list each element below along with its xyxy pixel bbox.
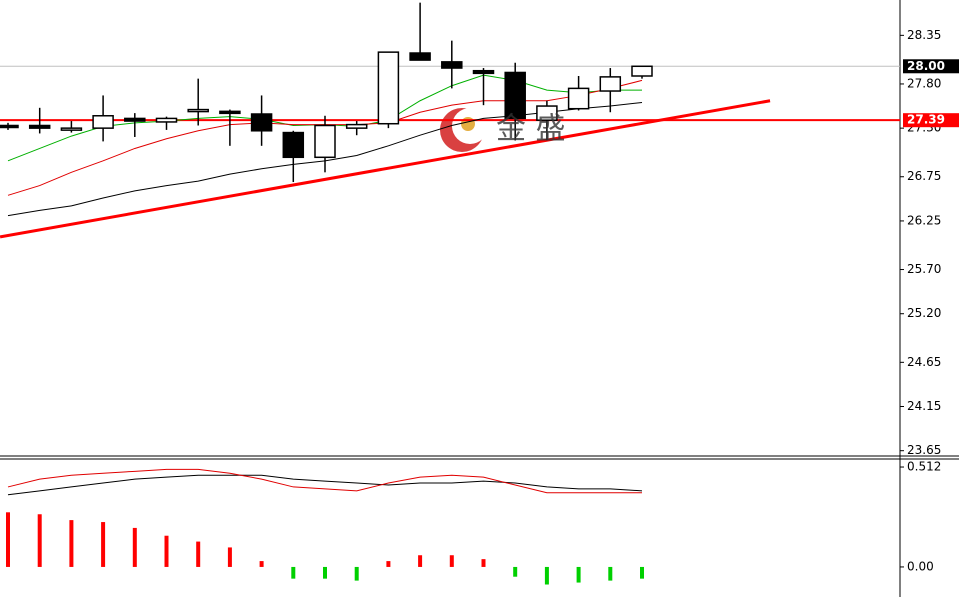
y-tick-label: 0.512 <box>907 460 941 474</box>
candle-body <box>504 71 526 120</box>
histogram-bar <box>386 561 391 567</box>
candle-body <box>409 52 431 61</box>
y-tick-label: 25.70 <box>907 262 941 276</box>
candle-body <box>472 69 495 75</box>
histogram-bar <box>6 512 10 567</box>
y-tick-label: 26.25 <box>907 213 941 227</box>
histogram-bar <box>259 561 264 567</box>
histogram-bar <box>196 541 201 567</box>
histogram-bar <box>544 566 549 585</box>
histogram-bar <box>132 527 137 567</box>
candle-body <box>345 123 368 129</box>
macd-line <box>7 474 643 496</box>
candle-body <box>155 117 178 123</box>
trend-line <box>0 99 771 239</box>
histogram-bar <box>449 555 454 567</box>
histogram-bar <box>37 514 42 567</box>
histogram-bar <box>576 566 581 583</box>
y-tick-label: 26.75 <box>907 169 941 183</box>
y-tick-label: 25.20 <box>907 306 941 320</box>
candle-body <box>219 110 241 115</box>
histogram-bar <box>608 566 613 581</box>
candle-body <box>92 115 114 129</box>
logo-dot <box>461 117 475 131</box>
price-tag-label: 27.39 <box>907 113 945 127</box>
candle-body <box>187 108 209 113</box>
histogram-bar <box>418 555 423 567</box>
watermark: 金 盛 <box>496 112 566 147</box>
histogram-bar <box>101 522 106 567</box>
histogram-bar <box>291 566 296 579</box>
histogram-bar <box>481 559 486 567</box>
candle-body <box>599 76 622 92</box>
price-tag-label: 28.00 <box>907 59 945 73</box>
histogram-bar <box>323 566 327 579</box>
y-tick-label: 27.80 <box>907 76 941 90</box>
y-tick-label: 24.15 <box>907 399 941 413</box>
histogram-bar <box>164 535 169 567</box>
candle-body <box>124 117 146 122</box>
y-tick-label: 28.35 <box>907 28 941 42</box>
candle-body <box>250 113 273 132</box>
y-tick-label: 23.65 <box>907 443 941 457</box>
histogram-bar <box>640 566 644 579</box>
candle-body <box>28 124 51 129</box>
histogram-bar <box>513 566 518 577</box>
histogram-bar <box>354 566 359 581</box>
histogram-bar <box>69 520 74 567</box>
candle-body <box>567 87 590 110</box>
price-tag <box>903 59 959 74</box>
y-tick-label: 0.00 <box>907 559 934 573</box>
macd-line <box>7 468 642 494</box>
candle-body <box>377 51 400 125</box>
histogram-bar <box>227 547 232 567</box>
watermark-logo <box>440 108 488 152</box>
candle-body <box>60 127 83 131</box>
price-tag <box>903 113 959 128</box>
candle-body <box>314 124 336 159</box>
candle-body <box>282 131 305 159</box>
y-tick-label: 24.65 <box>907 355 941 369</box>
candle-body <box>631 65 653 77</box>
candle-body <box>536 105 558 121</box>
candle-body <box>441 61 463 69</box>
candle-body <box>0 124 19 129</box>
